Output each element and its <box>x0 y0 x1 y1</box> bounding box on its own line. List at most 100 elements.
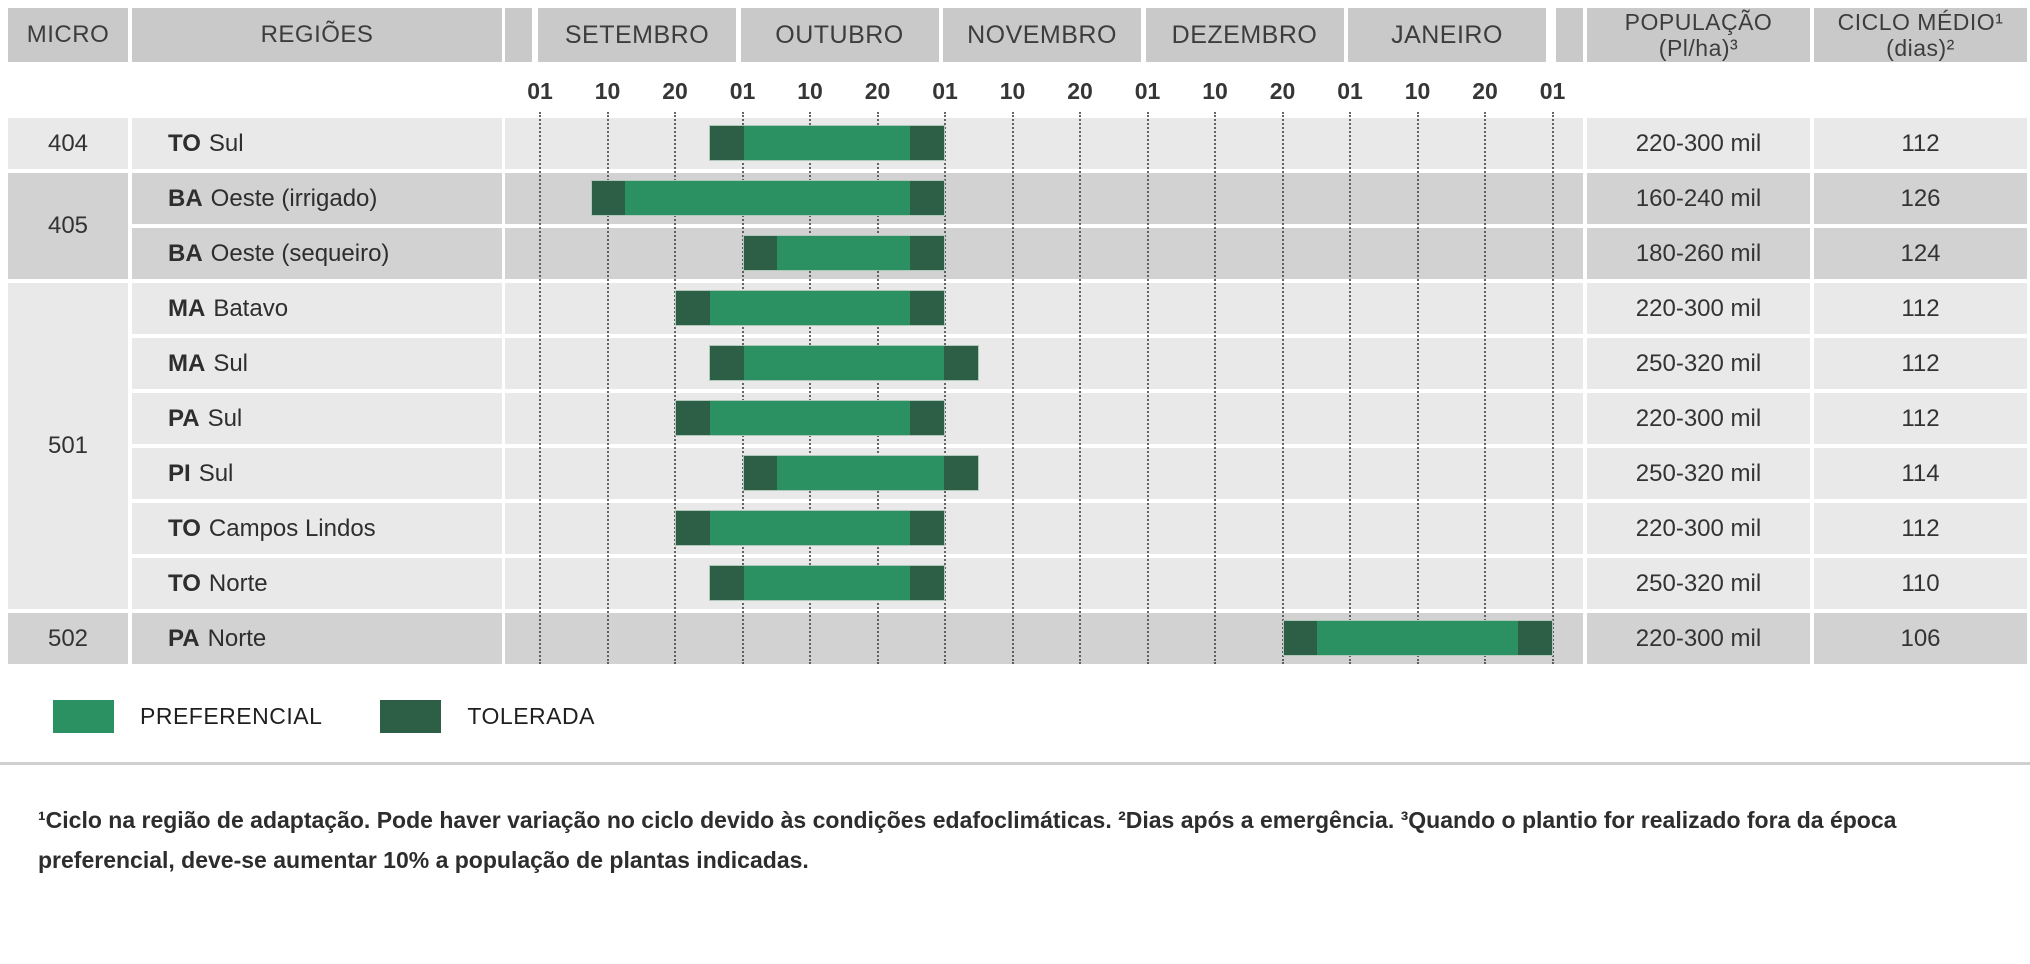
bar-tolerada-end <box>910 291 944 325</box>
populacao-cell: 220-300 mil <box>1587 613 1810 664</box>
tick-label: 10 <box>999 78 1026 104</box>
timeline-cell <box>505 613 1583 664</box>
region-uf: MA <box>168 294 206 322</box>
bar-tolerada-end <box>910 566 944 600</box>
timeline-cell <box>505 173 1583 224</box>
tick-label-row: 01 10 20 01 10 20 01 10 20 01 10 20 01 10 20 01 <box>505 0 1583 110</box>
legend: PREFERENCIAL TOLERADA <box>53 700 595 733</box>
bar-tolerada-end <box>910 126 944 160</box>
ciclo-cell: 110 <box>1814 558 2027 609</box>
region-uf: PA <box>168 624 200 652</box>
header-ciclo-line2: (dias)² <box>1886 35 1955 61</box>
tick-label: 01 <box>729 78 756 104</box>
ciclo-cell: 124 <box>1814 228 2027 279</box>
populacao-cell: 220-300 mil <box>1587 118 1810 169</box>
populacao-cell: 250-320 mil <box>1587 448 1810 499</box>
populacao-cell: 220-300 mil <box>1587 393 1810 444</box>
region-uf: BA <box>168 184 203 212</box>
region-cell: TO Norte <box>132 558 502 609</box>
tick-label: 20 <box>662 78 688 104</box>
planting-bar <box>742 455 979 491</box>
table-body: TO Sul 220-300 mil 112 BA Oeste (irrigado) 160… <box>0 118 2030 664</box>
bar-tolerada-start <box>743 236 778 270</box>
table-row: PI Sul 250-320 mil 114 <box>0 448 2030 499</box>
populacao-cell: 180-260 mil <box>1587 228 1810 279</box>
table-row: BA Oeste (sequeiro) 180-260 mil 124 <box>0 228 2030 279</box>
timeline-header-right-spacer <box>1556 8 1583 62</box>
ciclo-cell: 114 <box>1814 448 2027 499</box>
region-uf: MA <box>168 349 206 377</box>
timeline-cell <box>505 228 1583 279</box>
header-micro: MICRO <box>8 8 128 62</box>
region-cell: PI Sul <box>132 448 502 499</box>
tick-label: 10 <box>594 78 621 104</box>
region-uf: PI <box>168 459 191 487</box>
footnote-text: ¹Ciclo na região de adaptação. Pode have… <box>38 807 1897 873</box>
region-uf: TO <box>168 569 201 597</box>
populacao-cell: 220-300 mil <box>1587 283 1810 334</box>
bar-tolerada-end <box>910 401 944 435</box>
micro-cell: 405 <box>8 173 128 279</box>
table-row: TO Sul 220-300 mil 112 <box>0 118 2030 169</box>
planting-bar <box>675 400 945 436</box>
table-row: BA Oeste (irrigado) 160-240 mil 126 <box>0 173 2030 224</box>
timeline-cell <box>505 118 1583 169</box>
ciclo-cell: 112 <box>1814 503 2027 554</box>
header-regioes: REGIÕES <box>132 8 502 62</box>
tick-label: 20 <box>1472 78 1498 104</box>
bar-tolerada-start <box>591 181 626 215</box>
month-label-novembro: NOVEMBRO <box>943 8 1141 62</box>
tick-label: 20 <box>1067 78 1093 104</box>
populacao-cell: 220-300 mil <box>1587 503 1810 554</box>
bar-tolerada-start <box>676 511 710 545</box>
planting-bar <box>708 125 945 161</box>
planting-bar <box>1282 620 1553 656</box>
tick-label: 10 <box>1202 78 1228 104</box>
tick-label: 01 <box>1134 78 1161 104</box>
region-cell: TO Sul <box>132 118 502 169</box>
bar-tolerada-end <box>944 456 978 490</box>
table-row: TO Campos Lindos 220-300 mil 112 <box>0 503 2030 554</box>
micro-cell: 404 <box>8 118 128 169</box>
populacao-cell: 160-240 mil <box>1587 173 1810 224</box>
tick-label: 01 <box>932 78 958 104</box>
bar-tolerada-end <box>910 511 944 545</box>
table-row: MA Sul 250-320 mil 112 <box>0 338 2030 389</box>
month-label-janeiro: JANEIRO <box>1348 8 1546 62</box>
tick-label: 01 <box>1539 78 1566 104</box>
populacao-cell: 250-320 mil <box>1587 558 1810 609</box>
planting-bar <box>708 345 979 381</box>
tick-label: 01 <box>527 78 553 104</box>
ciclo-cell: 112 <box>1814 338 2027 389</box>
bar-tolerada-end <box>944 346 978 380</box>
month-label-dezembro: DEZEMBRO <box>1145 8 1344 62</box>
bar-tolerada-start <box>743 456 778 490</box>
timeline-cell <box>505 558 1583 609</box>
timeline-cell <box>505 393 1583 444</box>
region-cell: MA Batavo <box>132 283 502 334</box>
ciclo-cell: 106 <box>1814 613 2027 664</box>
bar-tolerada-start <box>709 566 744 600</box>
bar-tolerada-end <box>1517 621 1552 655</box>
populacao-cell: 250-320 mil <box>1587 338 1810 389</box>
bar-tolerada-start <box>1283 621 1318 655</box>
planting-bar <box>742 235 945 271</box>
header-populacao: POPULAÇÃO (Pl/ha)³ <box>1587 8 1810 62</box>
planting-bar <box>675 510 945 546</box>
bar-tolerada-start <box>709 126 744 160</box>
tick-label: 20 <box>864 78 891 104</box>
timeline-header-left-spacer <box>505 8 532 62</box>
header-regioes-label: REGIÕES <box>260 21 374 48</box>
divider-line <box>0 762 2030 765</box>
header-micro-label: MICRO <box>26 21 110 48</box>
ciclo-cell: 112 <box>1814 393 2027 444</box>
micro-cell: 502 <box>8 613 128 664</box>
bar-tolerada-start <box>676 291 710 325</box>
timeline-cell <box>505 503 1583 554</box>
bar-tolerada-start <box>709 346 744 380</box>
region-cell: PA Norte <box>132 613 502 664</box>
timeline-cell <box>505 338 1583 389</box>
region-uf: BA <box>168 239 203 267</box>
region-uf: TO <box>168 129 201 157</box>
